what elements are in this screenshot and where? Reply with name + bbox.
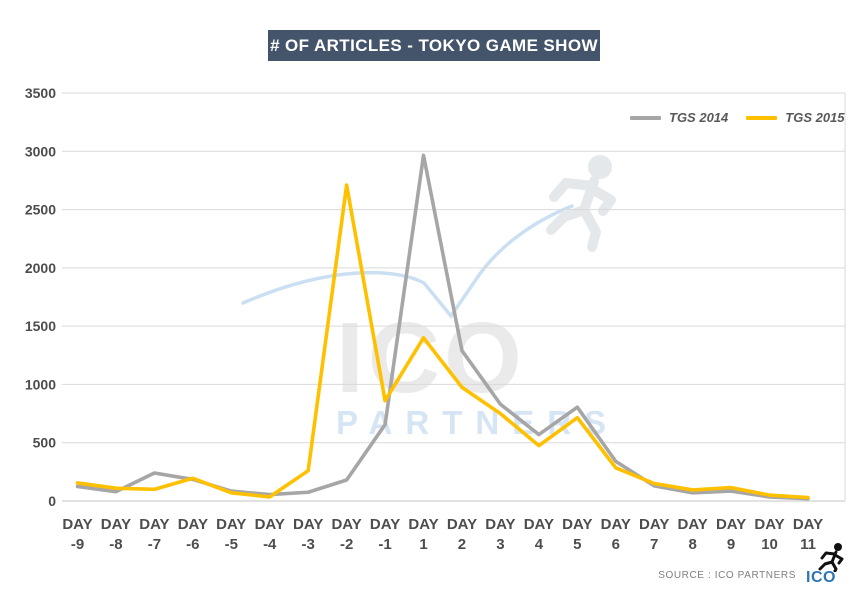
x-tick-label-day: DAY [62,516,92,533]
x-axis-labels: DAY -9 DAY -8 DAY -7 DAY -6 DAY -5 DAY -4 DAY -3 DAY -2… [62,516,823,553]
running-man-watermark [546,155,616,252]
legend: TGS 2014 TGS 2015 [630,110,845,125]
x-tick-label-number: 5 [573,536,581,553]
x-tick-label-day: DAY [524,516,554,533]
y-tick-label: 1500 [25,318,56,334]
x-tick-label-day: DAY [447,516,477,533]
x-tick-label-number: 9 [727,536,735,553]
x-tick-label-day: DAY [178,516,208,533]
running-man-icon [818,543,844,573]
x-tick-label-number: 6 [612,536,620,553]
x-tick-label-number: -9 [71,536,84,553]
y-tick-label: 2000 [25,260,56,276]
y-tick-label: 1000 [25,376,56,392]
x-tick-label-number: -8 [109,536,122,553]
x-tick-label-number: 3 [496,536,504,553]
x-tick-label-day: DAY [601,516,631,533]
x-tick-label-number: 10 [761,536,778,553]
gridlines [62,92,846,502]
ico-logo-text: ICO [806,569,836,586]
watermark-partners-text: PARTNERS [336,404,619,441]
x-tick-label-number: -4 [263,536,277,553]
x-tick-label-number: -6 [186,536,199,553]
source-text: SOURCE : ICO PARTNERS [658,570,796,581]
legend-swatch-tgs2015 [746,115,778,120]
x-tick-label-day: DAY [216,516,246,533]
x-tick-label-number: 7 [650,536,658,553]
x-tick-label-number: -2 [340,536,353,553]
x-tick-label-day: DAY [101,516,131,533]
x-tick-label-number: -7 [148,536,161,553]
legend-label-tgs2014: TGS 2014 [669,110,729,125]
x-tick-label-day: DAY [678,516,708,533]
x-tick-label-day: DAY [639,516,669,533]
x-tick-label-day: DAY [754,516,784,533]
x-tick-label-day: DAY [331,516,361,533]
x-tick-label-number: -5 [225,536,238,553]
x-tick-label-day: DAY [293,516,323,533]
y-tick-label: 500 [33,435,57,451]
x-tick-label-number: 1 [419,536,427,553]
x-tick-label-day: DAY [793,516,823,533]
x-tick-label-number: 8 [688,536,696,553]
x-tick-label-day: DAY [255,516,285,533]
y-axis-labels: 0 500 1000 1500 2000 2500 3000 3500 [25,85,56,509]
data-series [75,153,810,501]
x-tick-label-number: 11 [800,536,816,553]
x-tick-label-number: 2 [458,536,466,553]
x-tick-label-day: DAY [562,516,592,533]
legend-label-tgs2015: TGS 2015 [785,110,845,125]
x-tick-label-number: -1 [378,536,391,553]
x-tick-label-day: DAY [408,516,438,533]
watermark-ico-text: ICO [336,302,526,414]
ico-logo: ICO [804,542,852,590]
swoosh-watermark [241,204,574,319]
x-tick-label-day: DAY [370,516,400,533]
y-tick-label: 2500 [25,202,56,218]
x-tick-label-number: -3 [302,536,315,553]
chart-title: # OF ARTICLES - TOKYO GAME SHOW [268,30,600,61]
x-tick-label-number: 4 [535,536,544,553]
watermark: ICO PARTNERS [241,155,619,441]
x-tick-label-day: DAY [716,516,746,533]
y-tick-label: 3500 [25,85,56,101]
x-tick-label-day: DAY [139,516,169,533]
legend-swatch-tgs2014 [630,115,661,120]
y-tick-label: 0 [48,493,56,509]
y-tick-label: 3000 [25,143,56,159]
series-line-tgs-2015 [75,183,810,500]
x-tick-label-day: DAY [485,516,515,533]
